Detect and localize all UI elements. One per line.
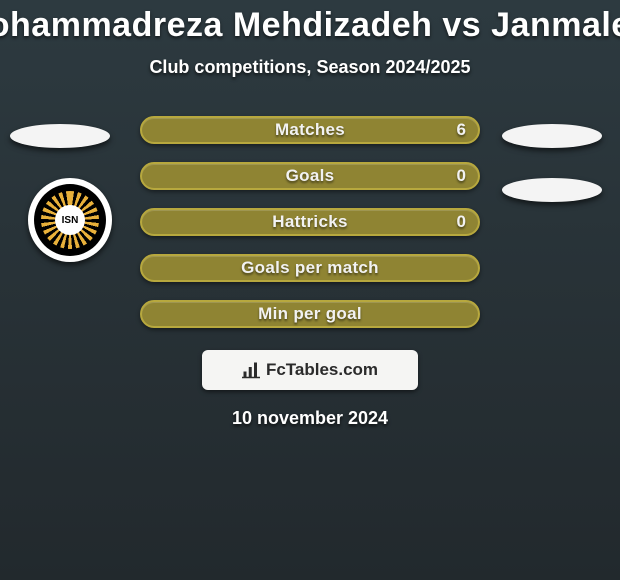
subtitle: Club competitions, Season 2024/2025 (149, 57, 470, 78)
player-left-avatar-placeholder (10, 124, 110, 148)
date-text: 10 november 2024 (232, 408, 388, 429)
stat-label: Min per goal (258, 304, 362, 324)
stat-row-hattricks: Hattricks 0 (140, 208, 480, 236)
stat-value-right: 6 (457, 120, 466, 140)
stat-label: Matches (275, 120, 345, 140)
stat-row-goals: Goals 0 (140, 162, 480, 190)
club-right-badge-placeholder (502, 178, 602, 202)
bar-chart-icon (242, 361, 260, 379)
attribution-box: FcTables.com (202, 350, 418, 390)
player-right-avatar-placeholder (502, 124, 602, 148)
club-badge-ring2: ISN (41, 191, 99, 249)
stat-row-matches: Matches 6 (140, 116, 480, 144)
stat-value-right: 0 (457, 212, 466, 232)
stat-label: Hattricks (272, 212, 347, 232)
club-badge-ring1: ISN (34, 184, 106, 256)
stat-label: Goals per match (241, 258, 379, 278)
stats-rows: Matches 6 Goals 0 Hattricks 0 Goals per … (140, 116, 480, 328)
page-title: Mohammadreza Mehdizadeh vs Janmaleki (0, 6, 620, 45)
attribution-text: FcTables.com (266, 360, 378, 380)
stat-label: Goals (286, 166, 335, 186)
stat-value-right: 0 (457, 166, 466, 186)
club-left-badge: ISN (28, 178, 112, 262)
stat-row-goals-per-match: Goals per match (140, 254, 480, 282)
club-badge-core: ISN (55, 205, 85, 235)
infographic-content: Mohammadreza Mehdizadeh vs Janmaleki Clu… (0, 0, 620, 580)
stat-row-min-per-goal: Min per goal (140, 300, 480, 328)
